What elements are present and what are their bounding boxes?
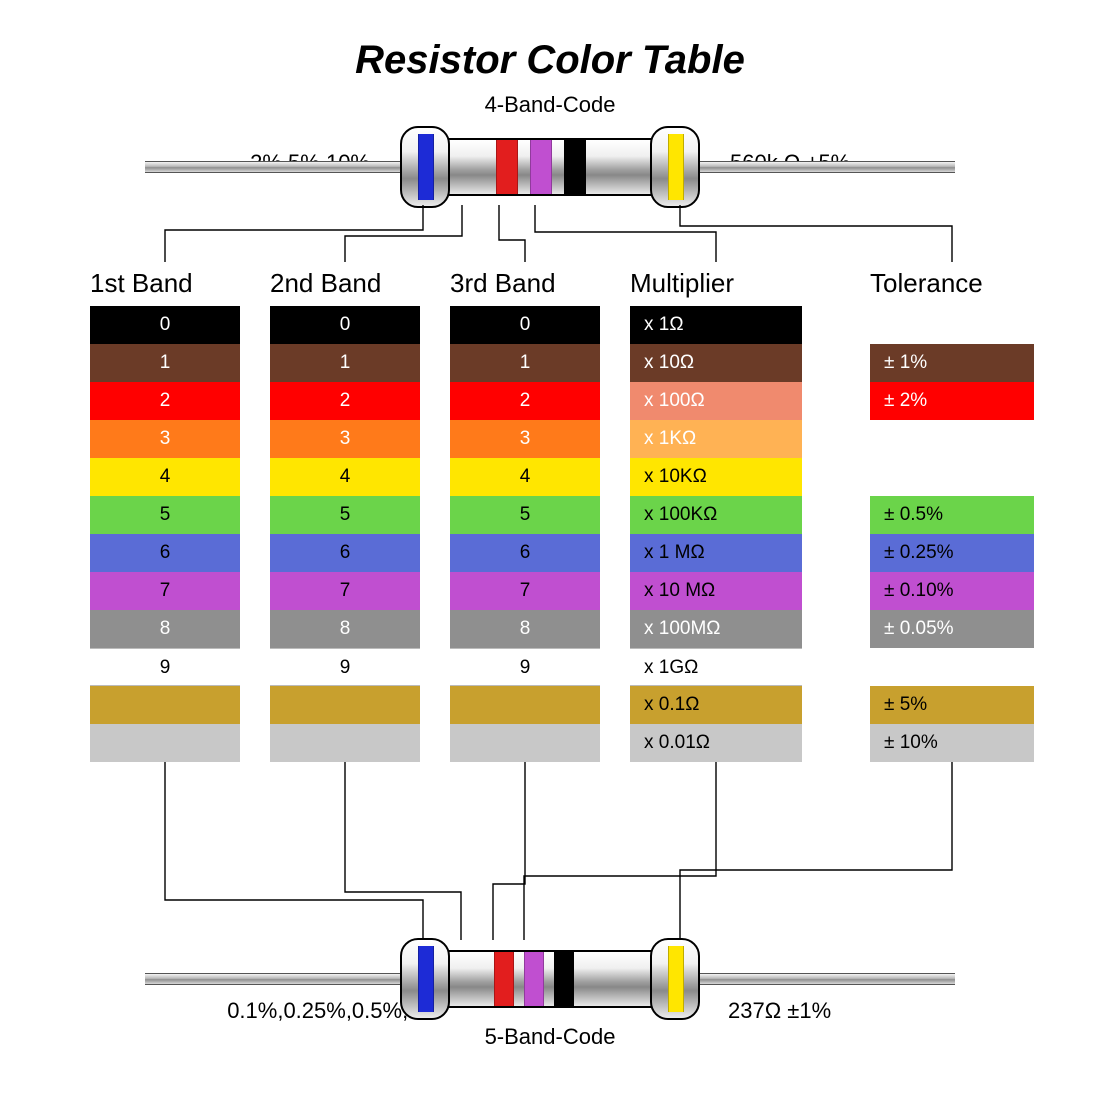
multiplier-cell: x 0.01Ω xyxy=(630,724,802,762)
color-cell: 0 xyxy=(270,306,420,344)
color-cell: 6 xyxy=(450,534,600,572)
color-cell: 3 xyxy=(450,420,600,458)
resistor-endcap xyxy=(650,938,700,1020)
tolerance-cell: ± 10% xyxy=(870,724,1034,762)
color-cell: 8 xyxy=(90,610,240,648)
color-cell xyxy=(90,724,240,762)
tolerance-cell: ± 0.10% xyxy=(870,572,1034,610)
color-cell: 6 xyxy=(90,534,240,572)
resistor-lead xyxy=(685,161,955,173)
color-cell: 4 xyxy=(270,458,420,496)
resistor-band xyxy=(554,952,574,1006)
multiplier-cell: x 0.1Ω xyxy=(630,686,802,724)
resistor-band xyxy=(530,140,552,194)
column-header-3rd: 3rd Band xyxy=(450,268,556,299)
color-cell: 1 xyxy=(450,344,600,382)
color-cell: 5 xyxy=(450,496,600,534)
tolerance-cell: ± 0.25% xyxy=(870,534,1034,572)
color-cell: 7 xyxy=(270,572,420,610)
resistor-band xyxy=(418,134,434,200)
resistor-endcap xyxy=(650,126,700,208)
resistor-endcap xyxy=(400,126,450,208)
resistor-band xyxy=(668,134,684,200)
tolerance-cell: ± 0.5% xyxy=(870,496,1034,534)
resistor-band xyxy=(564,140,586,194)
color-cell: 8 xyxy=(450,610,600,648)
multiplier-cell: x 1GΩ xyxy=(630,648,802,686)
resistor-lead xyxy=(685,973,955,985)
digit-column-3: 0123456789 xyxy=(450,306,600,762)
color-cell: 1 xyxy=(90,344,240,382)
resistor-band xyxy=(496,140,518,194)
tolerance-cell: ± 1% xyxy=(870,344,1034,382)
color-cell: 0 xyxy=(450,306,600,344)
color-cell: 5 xyxy=(270,496,420,534)
multiplier-column: x 1Ωx 10Ωx 100Ωx 1KΩx 10KΩx 100KΩx 1 MΩx… xyxy=(630,306,802,762)
multiplier-cell: x 10KΩ xyxy=(630,458,802,496)
color-cell xyxy=(90,686,240,724)
color-cell: 2 xyxy=(90,382,240,420)
bottom-resistor: 0.1%,0.25%,0.5%,1% 237Ω ±1% 5-Band-Code xyxy=(400,940,700,1018)
color-cell: 5 xyxy=(90,496,240,534)
color-cell: 7 xyxy=(450,572,600,610)
resistor-band xyxy=(494,952,514,1006)
color-cell: 9 xyxy=(270,648,420,686)
top-resistor: 4-Band-Code 2%,5%,10% 560k Ω ±5% xyxy=(400,128,700,206)
color-cell: 2 xyxy=(450,382,600,420)
color-cell: 0 xyxy=(90,306,240,344)
color-cell: 8 xyxy=(270,610,420,648)
color-cell xyxy=(450,724,600,762)
resistor-lead xyxy=(145,161,415,173)
bottom-resistor-right-text: 237Ω ±1% xyxy=(728,998,831,1024)
page-title: Resistor Color Table xyxy=(0,38,1100,83)
column-header-multiplier: Multiplier xyxy=(630,268,734,299)
color-cell: 2 xyxy=(270,382,420,420)
resistor-endcap xyxy=(400,938,450,1020)
color-cell xyxy=(270,686,420,724)
resistor-lead xyxy=(145,973,415,985)
multiplier-cell: x 10 MΩ xyxy=(630,572,802,610)
resistor-band xyxy=(418,946,434,1012)
digit-column-2: 0123456789 xyxy=(270,306,420,762)
resistor-band xyxy=(668,946,684,1012)
color-cell: 6 xyxy=(270,534,420,572)
color-cell: 4 xyxy=(450,458,600,496)
multiplier-cell: x 10Ω xyxy=(630,344,802,382)
column-header-1st: 1st Band xyxy=(90,268,193,299)
multiplier-cell: x 100KΩ xyxy=(630,496,802,534)
multiplier-cell: x 1KΩ xyxy=(630,420,802,458)
tolerance-cell: ± 0.05% xyxy=(870,610,1034,648)
multiplier-cell: x 100MΩ xyxy=(630,610,802,648)
color-cell: 1 xyxy=(270,344,420,382)
resistor-band xyxy=(524,952,544,1006)
tolerance-cell: ± 2% xyxy=(870,382,1034,420)
color-cell: 3 xyxy=(270,420,420,458)
multiplier-cell: x 100Ω xyxy=(630,382,802,420)
color-cell xyxy=(270,724,420,762)
color-cell: 3 xyxy=(90,420,240,458)
color-cell xyxy=(450,686,600,724)
multiplier-cell: x 1 MΩ xyxy=(630,534,802,572)
top-resistor-code-label: 4-Band-Code xyxy=(400,92,700,118)
color-cell: 9 xyxy=(90,648,240,686)
column-header-tolerance: Tolerance xyxy=(870,268,983,299)
color-cell: 7 xyxy=(90,572,240,610)
digit-column-1: 0123456789 xyxy=(90,306,240,762)
bottom-resistor-code-label: 5-Band-Code xyxy=(400,1024,700,1050)
multiplier-cell: x 1Ω xyxy=(630,306,802,344)
color-cell: 9 xyxy=(450,648,600,686)
resistor-body xyxy=(444,138,656,196)
resistor-body xyxy=(444,950,656,1008)
column-header-2nd: 2nd Band xyxy=(270,268,381,299)
color-cell: 4 xyxy=(90,458,240,496)
tolerance-cell: ± 5% xyxy=(870,686,1034,724)
